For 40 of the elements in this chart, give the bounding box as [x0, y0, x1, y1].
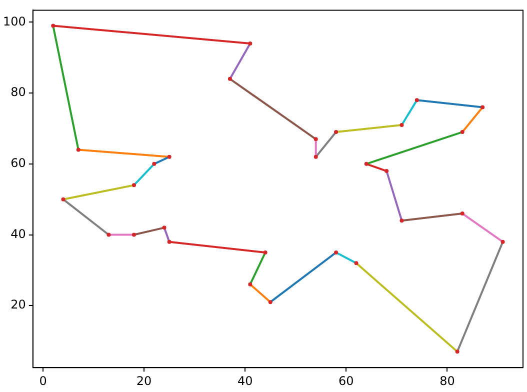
point	[460, 130, 464, 134]
point	[400, 122, 404, 127]
point	[455, 350, 460, 354]
point	[152, 162, 156, 166]
x-tick-label: 40	[237, 374, 253, 388]
point	[314, 154, 318, 159]
point	[314, 137, 318, 142]
point	[400, 218, 404, 223]
y-tick-label: 100	[3, 14, 26, 28]
x-tick-label: 80	[440, 374, 455, 388]
point	[480, 105, 485, 110]
point	[51, 24, 56, 28]
point	[228, 76, 232, 81]
point	[132, 183, 136, 188]
point	[334, 250, 338, 254]
point	[460, 212, 464, 216]
point	[500, 240, 505, 244]
point	[162, 226, 166, 230]
point	[248, 282, 252, 286]
y-tick-label: 80	[10, 85, 26, 100]
y-tick-label: 60	[10, 156, 26, 170]
point	[61, 197, 66, 202]
point	[76, 148, 80, 152]
point	[106, 232, 111, 237]
point	[248, 41, 252, 46]
point	[167, 240, 172, 244]
x-tick-label: 20	[136, 374, 152, 388]
x-tick-label: 60	[338, 374, 354, 388]
point	[364, 162, 368, 166]
point	[132, 232, 136, 237]
point	[354, 261, 358, 266]
point	[167, 154, 172, 159]
x-tick-label: 0	[39, 374, 47, 388]
point	[268, 300, 272, 304]
point	[334, 130, 338, 134]
point	[414, 98, 419, 102]
y-tick-label: 20	[10, 298, 26, 312]
y-tick-label: 40	[10, 226, 26, 241]
point	[263, 250, 268, 254]
point	[384, 169, 389, 174]
